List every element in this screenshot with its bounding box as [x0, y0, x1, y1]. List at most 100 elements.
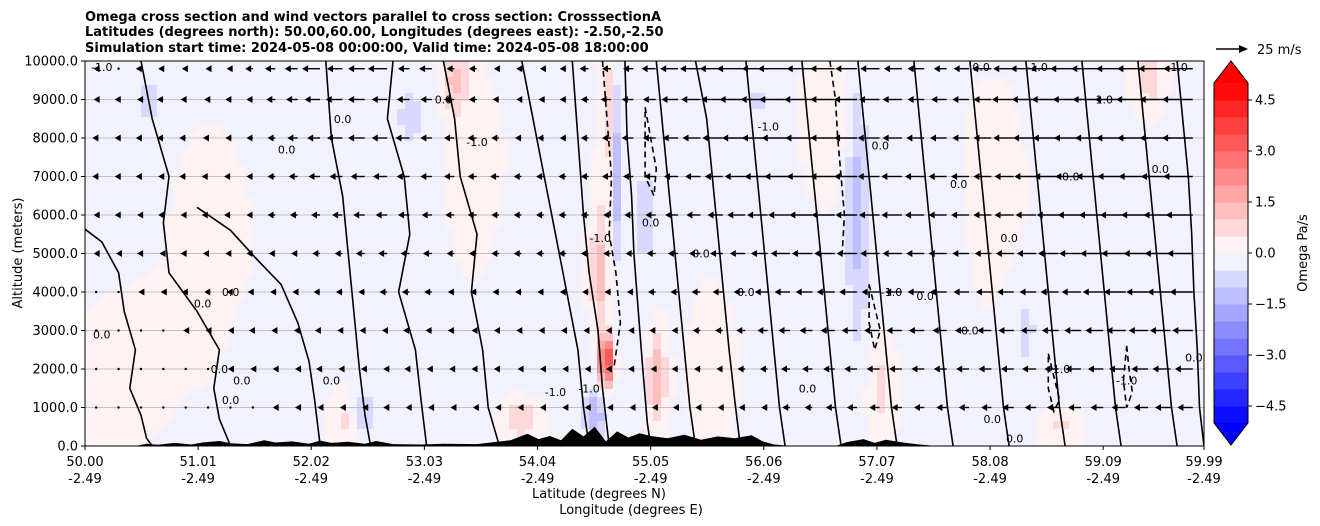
wind-vector — [1002, 404, 1014, 411]
omega-cell — [653, 117, 661, 125]
omega-cell — [837, 189, 845, 197]
wind-vector — [513, 173, 522, 180]
omega-cell — [1053, 421, 1061, 429]
omega-cell — [1141, 205, 1149, 213]
omega-cell — [965, 133, 973, 141]
omega-cell — [845, 285, 853, 293]
omega-cell — [933, 397, 941, 405]
wind-vector — [932, 327, 947, 334]
omega-cell — [909, 165, 917, 173]
omega-cell — [901, 293, 909, 301]
omega-cell — [837, 301, 845, 309]
omega-cell — [253, 325, 261, 333]
omega-cell — [125, 93, 133, 101]
omega-cell — [837, 205, 845, 213]
omega-cell — [765, 133, 773, 141]
omega-cell — [437, 109, 445, 117]
omega-cell — [949, 181, 957, 189]
omega-cell — [997, 197, 1005, 205]
omega-cell — [1125, 381, 1133, 389]
omega-cell — [1005, 157, 1013, 165]
omega-cell — [285, 125, 293, 133]
omega-cell — [757, 101, 765, 109]
omega-cell — [821, 61, 829, 69]
omega-cell — [861, 261, 869, 269]
omega-cell — [597, 157, 605, 165]
omega-cell — [469, 165, 477, 173]
omega-cell — [149, 149, 157, 157]
wind-vector — [515, 288, 522, 296]
wind-vector — [224, 173, 231, 180]
omega-cell — [469, 229, 477, 237]
omega-cell — [981, 117, 989, 125]
omega-cell — [197, 133, 205, 141]
omega-cell — [1181, 189, 1189, 197]
omega-cell — [341, 421, 349, 429]
omega-cell — [605, 269, 613, 277]
omega-cell — [589, 165, 597, 173]
omega-cell — [997, 117, 1005, 125]
omega-cell — [493, 421, 501, 429]
omega-cell — [397, 109, 405, 117]
omega-cell — [333, 253, 341, 261]
omega-cell — [533, 349, 541, 357]
omega-cell — [517, 277, 525, 285]
omega-cell — [133, 157, 141, 165]
omega-cell — [213, 253, 221, 261]
omega-cell — [861, 325, 869, 333]
omega-cell — [237, 333, 245, 341]
omega-cell — [1157, 77, 1165, 85]
omega-cell — [125, 189, 133, 197]
omega-cell — [653, 93, 661, 101]
omega-cell — [637, 245, 645, 253]
omega-cell — [261, 389, 269, 397]
omega-cell — [637, 69, 645, 77]
omega-cell — [917, 333, 925, 341]
omega-cell — [1013, 189, 1021, 197]
omega-cell — [509, 341, 517, 349]
wind-vector — [205, 65, 212, 73]
omega-cell — [917, 357, 925, 365]
wind-vector — [857, 173, 880, 180]
omega-cell — [149, 101, 157, 109]
omega-cell — [1125, 277, 1133, 285]
omega-cell — [805, 109, 813, 117]
omega-cell — [221, 141, 229, 149]
omega-cell — [621, 213, 629, 221]
omega-cell — [309, 293, 317, 301]
omega-cell — [445, 61, 453, 69]
omega-cell — [509, 309, 517, 317]
y-tick-label: 10000.0 — [24, 55, 78, 70]
omega-cell — [861, 229, 869, 237]
omega-cell — [101, 213, 109, 221]
omega-cell — [853, 325, 861, 333]
wind-vector — [468, 65, 477, 73]
omega-cell — [325, 149, 333, 157]
omega-cell — [869, 85, 877, 93]
omega-cell — [837, 317, 845, 325]
omega-cell — [141, 293, 149, 301]
omega-cell — [637, 117, 645, 125]
omega-cell — [957, 325, 965, 333]
omega-cell — [885, 429, 893, 437]
omega-cell — [373, 389, 381, 397]
omega-cell — [949, 389, 957, 397]
wind-vector — [206, 406, 210, 409]
omega-cell — [325, 293, 333, 301]
wind-vector — [180, 96, 187, 103]
omega-cell — [845, 389, 853, 397]
omega-cell — [1141, 285, 1149, 293]
omega-cell — [1045, 429, 1053, 437]
omega-cell — [389, 117, 397, 125]
omega-cell — [717, 309, 725, 317]
wind-vector — [266, 96, 276, 103]
omega-cell — [85, 341, 93, 349]
omega-cell — [285, 413, 293, 421]
omega-cell — [173, 293, 181, 301]
omega-cell — [189, 381, 197, 389]
omega-cell — [973, 165, 981, 173]
omega-cell — [845, 125, 853, 133]
omega-cell — [749, 101, 757, 109]
omega-cell — [429, 181, 437, 189]
omega-cell — [861, 149, 869, 157]
